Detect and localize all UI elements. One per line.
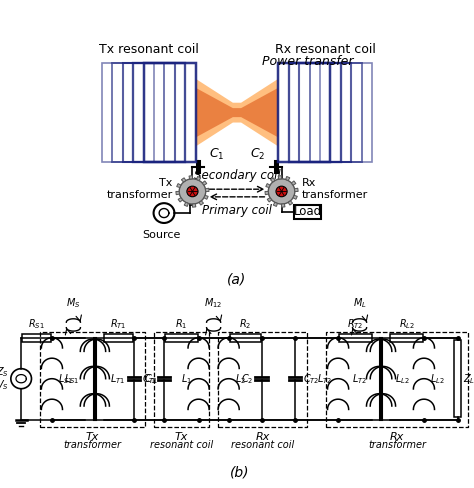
Text: $L_{T1}$: $L_{T1}$ [110,372,125,386]
Text: $Z_L$: $Z_L$ [464,372,474,386]
Text: Primary coil: Primary coil [202,204,272,217]
Polygon shape [271,178,275,182]
Text: $L_{T2}$: $L_{T2}$ [352,372,367,386]
Text: $Z_S$: $Z_S$ [0,365,9,379]
Polygon shape [202,181,207,185]
Polygon shape [182,178,186,182]
Bar [22,334,51,342]
Text: $R_{T1}$: $R_{T1}$ [110,318,127,331]
Circle shape [179,179,206,204]
Text: $L_{L2}$: $L_{L2}$ [395,372,410,386]
Text: $R_2$: $R_2$ [239,318,251,331]
Text: $R_1$: $R_1$ [175,318,188,331]
Text: $C_1$: $C_1$ [209,147,224,162]
Polygon shape [189,176,192,179]
Bar [104,334,133,342]
Text: $C_{T1}$: $C_{T1}$ [142,372,159,386]
Polygon shape [197,177,201,181]
Polygon shape [265,191,269,195]
Text: resonant coil: resonant coil [231,440,294,450]
Text: $R_{T2}$: $R_{T2}$ [347,318,364,331]
Polygon shape [192,204,196,207]
Polygon shape [205,188,209,191]
Text: $C_{T2}$: $C_{T2}$ [303,372,319,386]
Bar [391,334,423,342]
Bar [229,334,261,342]
Text: $C_2$: $C_2$ [250,147,265,162]
Text: $L_2$: $L_2$ [235,372,246,386]
Text: Source: Source [143,230,181,240]
Text: Power transfer: Power transfer [262,55,354,67]
Text: $M_{12}$: $M_{12}$ [204,297,223,310]
Text: $L_{S1}$: $L_{S1}$ [58,372,73,386]
Text: transformer: transformer [64,440,121,450]
Polygon shape [199,201,203,205]
Polygon shape [286,177,290,181]
Text: $R_{S1}$: $R_{S1}$ [28,318,45,331]
Circle shape [268,179,295,204]
Text: Tx resonant coil: Tx resonant coil [99,43,199,56]
Bar [294,204,321,219]
Bar [454,340,461,417]
Polygon shape [292,181,296,185]
Text: (b): (b) [229,466,249,480]
Polygon shape [178,198,182,202]
Polygon shape [196,88,278,138]
Text: Rx resonant coil: Rx resonant coil [275,43,375,56]
Polygon shape [282,204,285,207]
Text: $L_{T2}$: $L_{T2}$ [317,372,332,386]
Text: $L_1$: $L_1$ [182,372,192,386]
Text: Load: Load [293,205,322,218]
Text: $M_S$: $M_S$ [66,297,81,310]
Text: transformer: transformer [368,440,426,450]
Text: Tx
transformer: Tx transformer [106,179,173,200]
Text: Tx: Tx [175,432,188,442]
Polygon shape [266,183,270,187]
Text: Secondary coil: Secondary coil [194,168,280,182]
Text: $R_{L2}$: $R_{L2}$ [399,318,415,331]
Polygon shape [273,203,277,206]
Text: Tx: Tx [86,432,99,442]
Text: Rx
transformer: Rx transformer [301,179,368,200]
Text: $C_2$: $C_2$ [241,372,254,386]
Text: Rx: Rx [255,432,270,442]
Text: $L_{L2}$: $L_{L2}$ [430,372,445,386]
Polygon shape [288,201,292,205]
Text: resonant coil: resonant coil [150,440,213,450]
Polygon shape [293,195,297,199]
Text: $V_S$: $V_S$ [0,379,9,392]
Text: $L_{S1}$: $L_{S1}$ [64,372,80,386]
Polygon shape [204,195,208,199]
Text: (a): (a) [228,272,246,286]
Polygon shape [184,203,188,206]
Polygon shape [177,183,181,187]
Polygon shape [278,176,282,179]
Bar [165,334,198,342]
Text: Rx: Rx [390,432,404,442]
Polygon shape [196,79,278,146]
Text: $M_L$: $M_L$ [353,297,366,310]
Text: $C_1$: $C_1$ [144,372,156,386]
Polygon shape [294,188,298,191]
Polygon shape [267,198,272,202]
Circle shape [276,186,287,197]
Circle shape [187,186,198,197]
Bar [339,334,372,342]
Polygon shape [176,191,180,195]
